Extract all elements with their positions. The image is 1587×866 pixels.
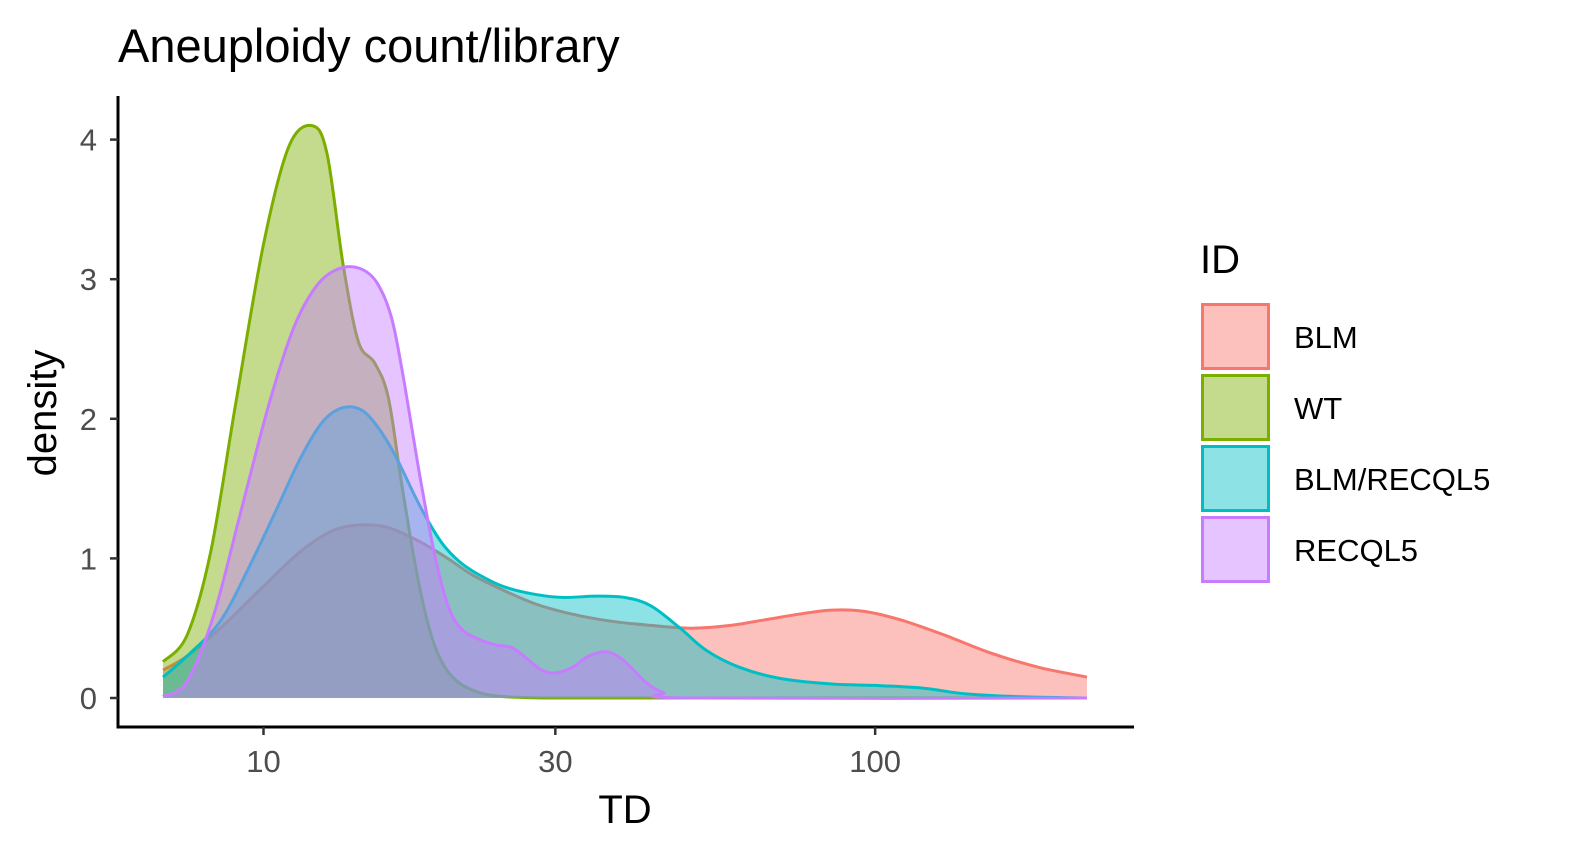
y-tick-label: 0	[80, 681, 97, 716]
y-tick-label: 2	[80, 402, 97, 437]
legend-title: ID	[1200, 238, 1240, 282]
legend-label-wt: WT	[1294, 391, 1342, 426]
y-tick-label: 4	[80, 123, 97, 158]
legend-label-recql5: RECQL5	[1294, 533, 1418, 568]
density-area-recql5	[163, 266, 1087, 699]
density-line-recql5	[162, 265, 1088, 700]
legend: ID BLM WT BLM/RECQL5 RECQL5	[1200, 238, 1490, 583]
chart-title: Aneuploidy count/library	[118, 19, 620, 72]
density-line-blm-recql5	[162, 405, 1088, 700]
legend-label-blm: BLM	[1294, 320, 1358, 355]
legend-key-blm-recql5	[1201, 445, 1270, 512]
density-line-wt	[161, 123, 1087, 700]
density-line-blm	[162, 523, 1088, 679]
x-tick-label: 10	[246, 744, 280, 779]
density-areas	[161, 123, 1088, 700]
legend-key-wt	[1201, 374, 1270, 441]
density-area-blm	[163, 524, 1087, 698]
legend-key-recql5	[1201, 516, 1270, 583]
x-tick-label: 30	[538, 744, 572, 779]
y-tick-label: 3	[80, 262, 97, 297]
density-area-wt	[163, 125, 1087, 699]
x-axis-title: TD	[598, 788, 651, 832]
y-tick-label: 1	[80, 541, 97, 576]
legend-label-blm-recql5: BLM/RECQL5	[1294, 462, 1490, 497]
density-area-blm-recql5	[163, 406, 1087, 698]
y-axis-title: density	[21, 350, 65, 477]
x-axis-ticks: 10 30 100	[246, 727, 901, 779]
x-tick-label: 100	[849, 744, 901, 779]
y-axis-ticks: 0 1 2 3 4	[80, 123, 118, 716]
legend-key-blm	[1201, 303, 1270, 370]
